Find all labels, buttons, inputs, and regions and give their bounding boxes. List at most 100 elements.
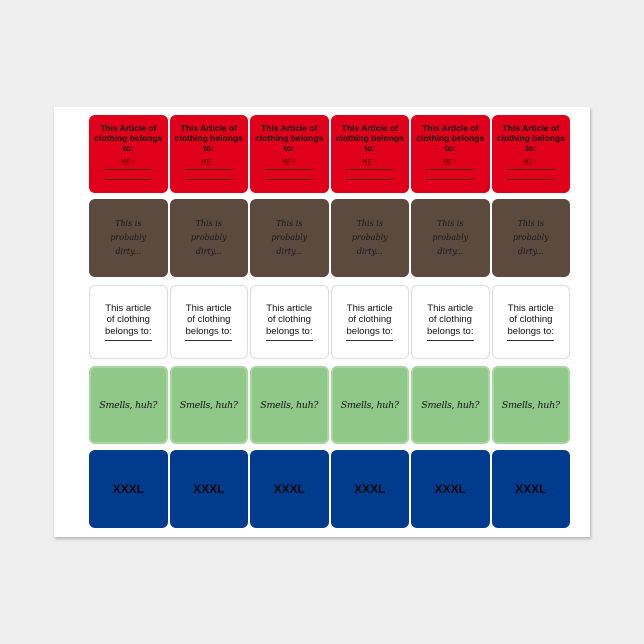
label-caption: This Article of clothing belongs to: [255,122,324,153]
belongs-to-me-label: This Article of clothing belongs to: ME! [169,115,249,193]
label-caption: This article of clothing belongs to: [185,302,232,337]
label-caption: This Article of clothing belongs to: [94,122,163,153]
xxxl-label-row: XXXL XXXL XXXL XXXL XXXL XXXL [89,450,570,528]
label-caption: XXXL [193,482,225,496]
write-in-line [426,168,475,170]
write-in-line [104,178,153,180]
label-text: This article of clothing belongs to: [178,303,240,342]
label-text: This Article of clothing belongs to: ME! [89,123,168,180]
handwritten-name: ME! [362,157,377,167]
label-caption: This Article of clothing belongs to: [496,122,565,153]
label-text: This article of clothing belongs to: [500,303,562,342]
label-caption: Smells, huh? [340,399,399,411]
label-caption: This is probably dirty... [110,219,147,256]
label-text: Smells, huh? [421,400,479,411]
probably-dirty-label: This is probably dirty... [330,199,409,277]
belongs-to-me-label: This Article of clothing belongs to: ME! [411,115,490,193]
label-text: This article of clothing belongs to: [258,303,320,342]
label-text: This is probably dirty... [187,217,231,259]
write-in-line [345,178,394,180]
label-caption: XXXL [354,482,386,496]
xxxl-label: XXXL [89,450,168,528]
write-in-line [507,340,555,342]
xxxl-label: XXXL [330,450,409,528]
label-caption: XXXL [515,482,547,496]
belongs-to-blank-label-row: This article of clothing belongs to: This… [89,285,570,359]
write-in-line [184,178,233,180]
label-caption: Smells, huh? [421,399,480,411]
label-text: This article of clothing belongs to: [339,303,401,342]
label-caption: XXXL [112,482,144,496]
belongs-to-me-label-row: This Article of clothing belongs to: ME! T… [89,115,570,193]
write-in-line [506,168,555,170]
write-in-line [185,340,233,342]
xxxl-label: XXXL [169,450,248,528]
write-in-line [265,168,314,170]
probably-dirty-label-row: This is probably dirty... This is probabl… [89,199,570,277]
label-text: XXXL [515,482,546,496]
label-caption: This article of clothing belongs to: [346,302,393,337]
label-text: This article of clothing belongs to: [97,303,159,342]
belongs-to-me-label: This Article of clothing belongs to: ME! [89,115,168,193]
label-text: Smells, huh? [99,400,157,411]
write-in-line [265,178,314,180]
belongs-to-me-label: This Article of clothing belongs to: ME! [491,115,571,193]
label-text: This is probably dirty... [348,217,392,259]
xxxl-label: XXXL [250,450,329,528]
smells-huh-label: Smells, huh? [330,366,409,444]
smells-huh-label: Smells, huh? [169,366,248,444]
label-caption: This Article of clothing belongs to: [335,122,404,153]
xxxl-label: XXXL [491,450,570,528]
smells-huh-label-row: Smells, huh? Smells, huh? Smells, huh? Smel… [89,366,570,444]
write-in-line [426,340,474,342]
probably-dirty-label: This is probably dirty... [491,199,570,277]
probably-dirty-label: This is probably dirty... [250,199,329,277]
label-text: This article of clothing belongs to: [419,303,481,342]
label-caption: This is probably dirty... [271,219,308,256]
label-text: This Article of clothing belongs to: ME! [492,123,571,180]
label-text: XXXL [193,482,224,496]
probably-dirty-label: This is probably dirty... [169,199,248,277]
handwritten-name: ME! [121,157,136,167]
label-text: Smells, huh? [180,400,238,411]
handwritten-name: ME! [523,157,538,167]
label-text: XXXL [435,482,466,496]
belongs-to-blank-label: This article of clothing belongs to: [330,285,409,359]
belongs-to-me-label: This Article of clothing belongs to: ME! [330,115,409,193]
smells-huh-label: Smells, huh? [250,366,329,444]
write-in-line [346,340,394,342]
label-caption: XXXL [434,482,466,496]
smells-huh-label: Smells, huh? [89,366,168,444]
probably-dirty-label: This is probably dirty... [89,199,168,277]
label-text: This is probably dirty... [267,217,311,259]
sticker-sheet: This Article of clothing belongs to: ME! T… [54,107,590,537]
label-caption: This is probably dirty... [512,219,549,256]
label-text: This Article of clothing belongs to: ME! [170,123,249,180]
write-in-line [506,178,555,180]
smells-huh-label: Smells, huh? [411,366,490,444]
label-caption: Smells, huh? [501,399,560,411]
belongs-to-blank-label: This article of clothing belongs to: [169,285,248,359]
label-caption: This is probably dirty... [190,219,227,256]
label-text: This is probably dirty... [509,217,553,259]
label-text: This is probably dirty... [106,217,150,259]
label-text: XXXL [274,482,305,496]
handwritten-name: ME! [282,157,297,167]
write-in-line [265,340,313,342]
handwritten-name: ME! [201,157,216,167]
belongs-to-me-label: This Article of clothing belongs to: ME! [250,115,329,193]
write-in-line [184,168,233,170]
label-caption: This Article of clothing belongs to: [174,122,243,153]
write-in-line [104,340,152,342]
write-in-line [426,178,475,180]
belongs-to-blank-label: This article of clothing belongs to: [89,285,168,359]
handwritten-name: ME! [443,157,458,167]
label-caption: This article of clothing belongs to: [105,302,152,337]
label-caption: Smells, huh? [260,399,319,411]
label-text: Smells, huh? [341,400,399,411]
label-caption: This is probably dirty... [351,219,388,256]
write-in-line [104,168,153,170]
xxxl-label: XXXL [411,450,490,528]
label-text: This Article of clothing belongs to: ME! [411,123,490,180]
write-in-line [345,168,394,170]
